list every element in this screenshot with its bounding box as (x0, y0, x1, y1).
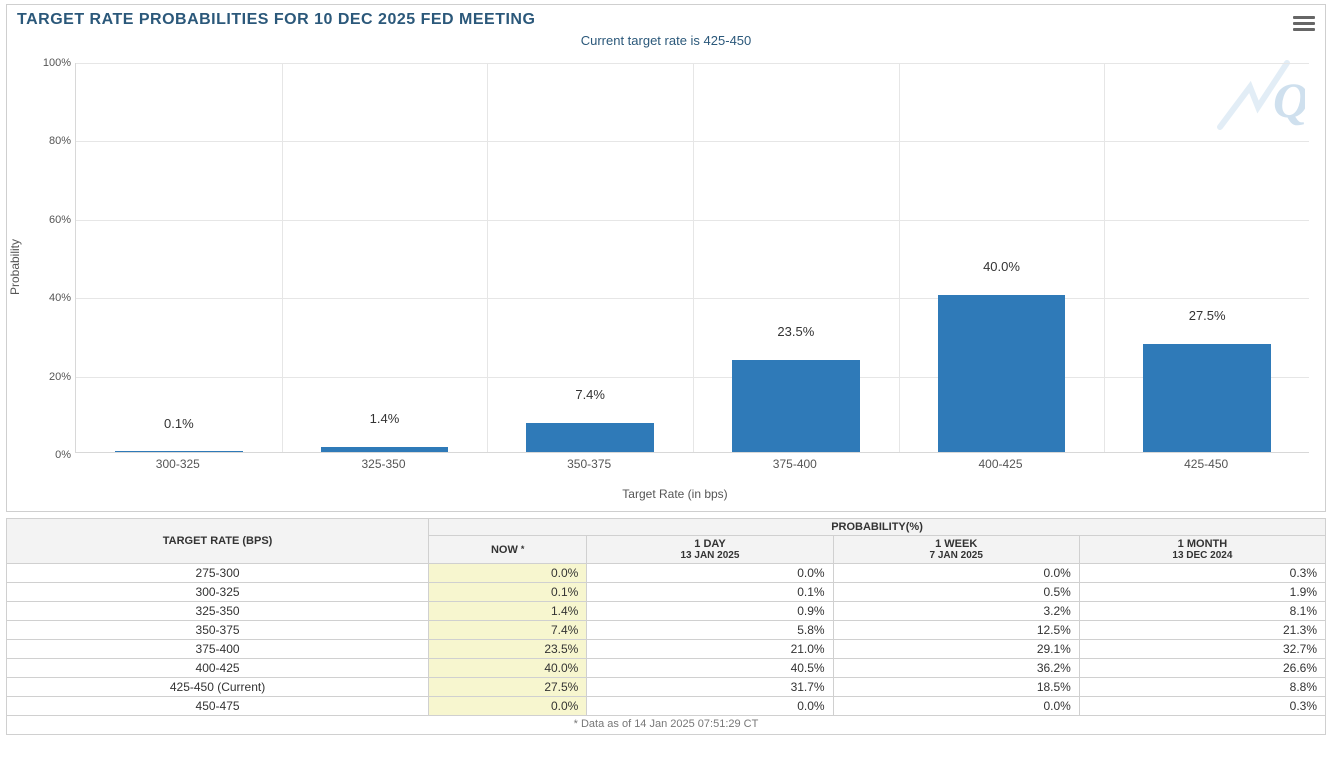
cell-d1: 0.1% (587, 583, 833, 602)
cell-w1: 0.5% (833, 583, 1079, 602)
table-row: 350-3757.4%5.8%12.5%21.3% (7, 621, 1326, 640)
cell-now: 27.5% (429, 678, 587, 697)
chart-bar[interactable] (732, 360, 860, 452)
cell-rate: 375-400 (7, 640, 429, 659)
cell-d1: 0.0% (587, 697, 833, 716)
now-label: NOW (491, 544, 518, 556)
cell-m1: 8.8% (1079, 678, 1325, 697)
table-row: 325-3501.4%0.9%3.2%8.1% (7, 602, 1326, 621)
y-tick-label: 80% (37, 135, 71, 147)
col-header-period: 1 WEEK7 JAN 2025 (833, 536, 1079, 564)
col-header-now: NOW * (429, 536, 587, 564)
col-header-period: 1 DAY13 JAN 2025 (587, 536, 833, 564)
cell-m1: 0.3% (1079, 564, 1325, 583)
bar-value-label: 7.4% (575, 387, 605, 404)
x-tick-label: 425-450 (1184, 457, 1228, 471)
x-tick-label: 400-425 (978, 457, 1022, 471)
plot-area: Q 0.1% 1.4% 7.4% 23.5% 40.0% 27.5% (75, 63, 1309, 453)
svg-text:Q: Q (1273, 72, 1305, 128)
bar-value-label: 0.1% (164, 416, 194, 433)
now-star: * (521, 544, 525, 554)
cell-m1: 32.7% (1079, 640, 1325, 659)
cell-m1: 8.1% (1079, 602, 1325, 621)
chart-title: TARGET RATE PROBABILITIES FOR 10 DEC 202… (7, 5, 1325, 29)
bar-value-label: 27.5% (1189, 308, 1226, 325)
chart-subtitle: Current target rate is 425-450 (7, 33, 1325, 48)
table-footnote: * Data as of 14 Jan 2025 07:51:29 CT (6, 716, 1326, 735)
chart-bar[interactable] (321, 447, 449, 452)
bar-value-label: 40.0% (983, 259, 1020, 276)
chart-panel: TARGET RATE PROBABILITIES FOR 10 DEC 202… (6, 4, 1326, 512)
table-row: 300-3250.1%0.1%0.5%1.9% (7, 583, 1326, 602)
probability-table: TARGET RATE (BPS) PROBABILITY(%) NOW * 1… (6, 518, 1326, 716)
cell-m1: 21.3% (1079, 621, 1325, 640)
gridline-v (487, 63, 488, 452)
table-row: 275-3000.0%0.0%0.0%0.3% (7, 564, 1326, 583)
table-row: 375-40023.5%21.0%29.1%32.7% (7, 640, 1326, 659)
cell-rate: 450-475 (7, 697, 429, 716)
cell-w1: 36.2% (833, 659, 1079, 678)
cell-m1: 0.3% (1079, 697, 1325, 716)
chart-bar[interactable] (115, 451, 243, 452)
x-tick-label: 300-325 (156, 457, 200, 471)
cell-d1: 0.9% (587, 602, 833, 621)
x-tick-label: 325-350 (361, 457, 405, 471)
x-axis-title: Target Rate (in bps) (37, 487, 1313, 501)
gridline-v (282, 63, 283, 452)
table-row: 450-4750.0%0.0%0.0%0.3% (7, 697, 1326, 716)
cell-m1: 26.6% (1079, 659, 1325, 678)
cell-rate: 350-375 (7, 621, 429, 640)
cell-now: 0.0% (429, 564, 587, 583)
cell-rate: 425-450 (Current) (7, 678, 429, 697)
cell-now: 40.0% (429, 659, 587, 678)
cell-d1: 5.8% (587, 621, 833, 640)
cell-w1: 29.1% (833, 640, 1079, 659)
chart-bar[interactable] (526, 423, 654, 452)
cell-w1: 12.5% (833, 621, 1079, 640)
x-tick-label: 375-400 (773, 457, 817, 471)
y-axis-title: Probability (8, 239, 22, 295)
cell-rate: 300-325 (7, 583, 429, 602)
chart-plot: Probability Q 0.1%1.4%7.4%23.5%40.0%27.5… (37, 63, 1313, 471)
cell-w1: 0.0% (833, 697, 1079, 716)
y-tick-label: 60% (37, 214, 71, 226)
y-tick-label: 20% (37, 371, 71, 383)
cell-now: 0.0% (429, 697, 587, 716)
cell-w1: 3.2% (833, 602, 1079, 621)
table-row: 425-450 (Current)27.5%31.7%18.5%8.8% (7, 678, 1326, 697)
gridline-v (693, 63, 694, 452)
cell-w1: 0.0% (833, 564, 1079, 583)
y-tick-label: 100% (37, 57, 71, 69)
chart-menu-icon[interactable] (1293, 13, 1315, 31)
col-header-period: 1 MONTH13 DEC 2024 (1079, 536, 1325, 564)
col-header-prob: PROBABILITY(%) (429, 519, 1326, 536)
cell-d1: 21.0% (587, 640, 833, 659)
cell-rate: 275-300 (7, 564, 429, 583)
cell-now: 0.1% (429, 583, 587, 602)
cell-w1: 18.5% (833, 678, 1079, 697)
cell-now: 1.4% (429, 602, 587, 621)
chart-bar[interactable] (1143, 344, 1271, 452)
y-tick-label: 0% (37, 449, 71, 461)
cell-rate: 325-350 (7, 602, 429, 621)
cell-d1: 0.0% (587, 564, 833, 583)
watermark-icon: Q (1215, 57, 1305, 148)
gridline-v (899, 63, 900, 452)
col-header-rate: TARGET RATE (BPS) (7, 519, 429, 564)
cell-now: 7.4% (429, 621, 587, 640)
cell-d1: 40.5% (587, 659, 833, 678)
bar-value-label: 1.4% (370, 411, 400, 428)
cell-now: 23.5% (429, 640, 587, 659)
cell-d1: 31.7% (587, 678, 833, 697)
gridline-v (1104, 63, 1105, 452)
x-tick-label: 350-375 (567, 457, 611, 471)
bar-value-label: 23.5% (777, 324, 814, 341)
y-tick-label: 40% (37, 292, 71, 304)
table-panel: TARGET RATE (BPS) PROBABILITY(%) NOW * 1… (6, 518, 1326, 735)
chart-bar[interactable] (938, 295, 1066, 452)
cell-m1: 1.9% (1079, 583, 1325, 602)
table-row: 400-42540.0%40.5%36.2%26.6% (7, 659, 1326, 678)
cell-rate: 400-425 (7, 659, 429, 678)
